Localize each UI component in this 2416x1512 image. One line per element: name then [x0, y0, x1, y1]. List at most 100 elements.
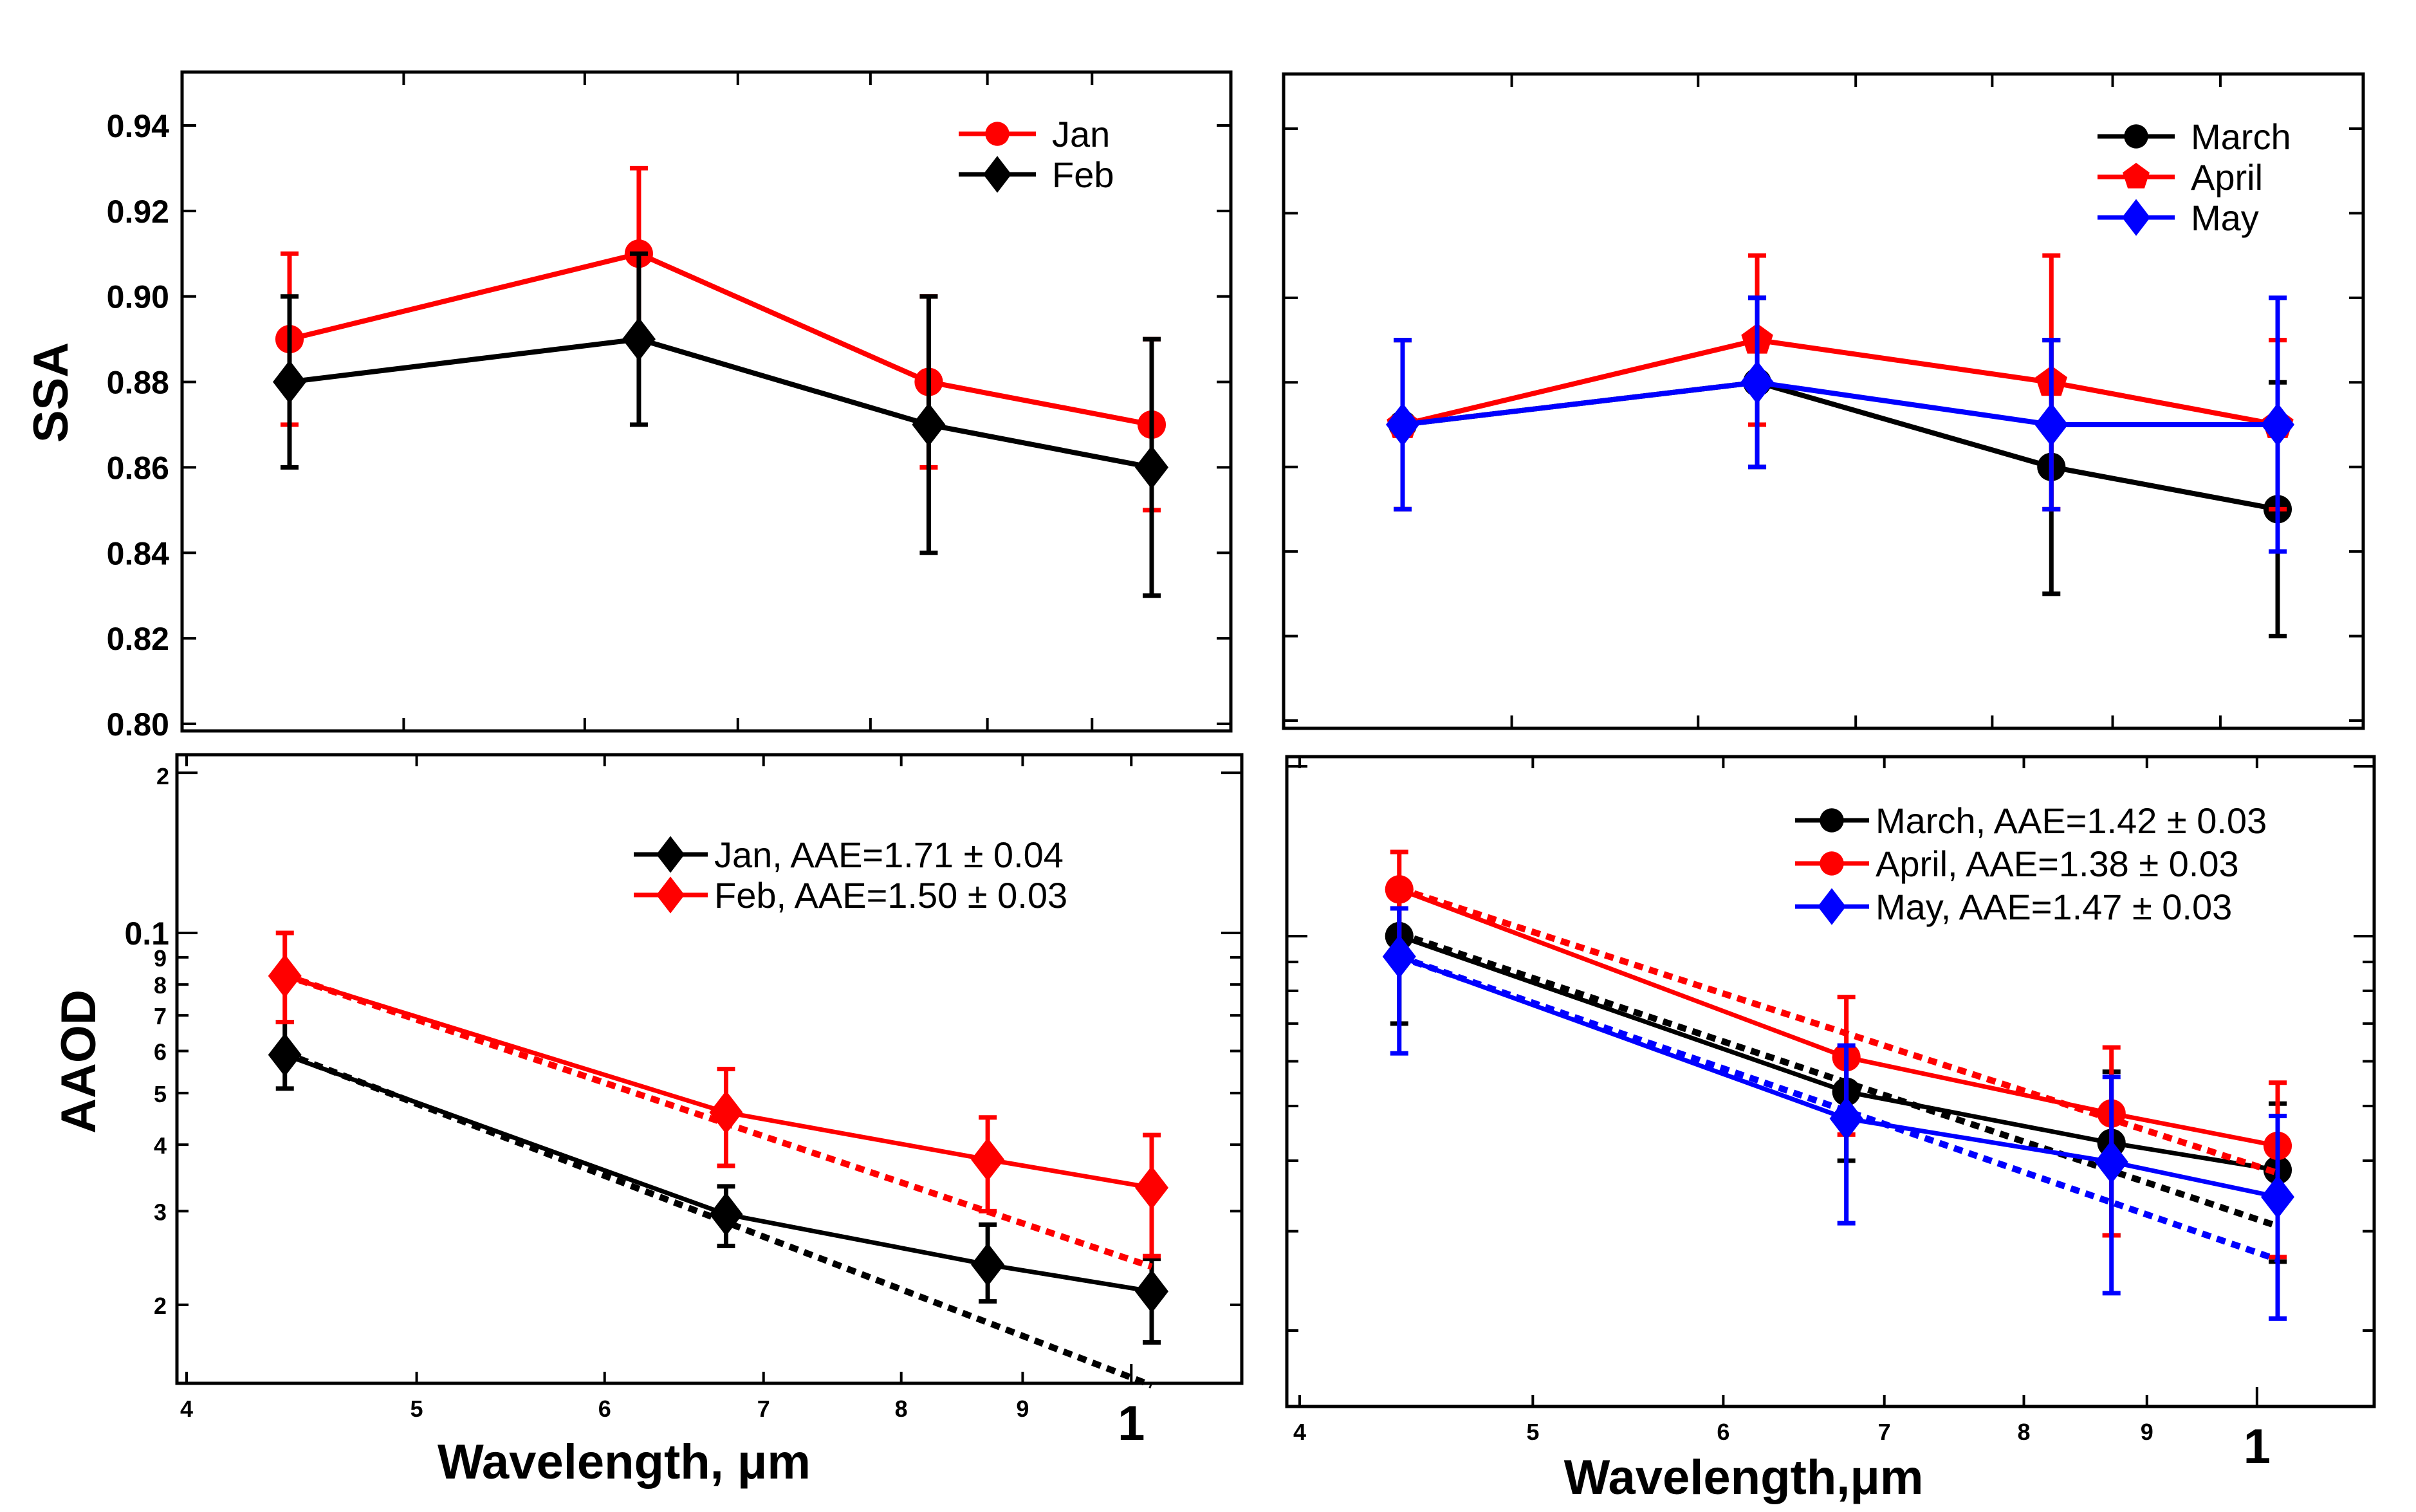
- data-point: [268, 954, 302, 998]
- data-point: [709, 1192, 743, 1237]
- series-line: [1398, 934, 2278, 1173]
- y-tick-label: 7: [154, 1003, 167, 1029]
- series-march: [1388, 295, 2292, 639]
- series-may: [1386, 295, 2294, 554]
- legend-entry: April: [2098, 157, 2263, 198]
- y-tick-label: 3: [154, 1199, 167, 1225]
- data-point: [1135, 1166, 1168, 1210]
- series-line: [1402, 337, 2278, 427]
- series-line: [1398, 954, 2278, 1199]
- plot-frame: [1282, 72, 2365, 730]
- legend-label: Feb: [1052, 154, 1114, 195]
- data-point: [622, 317, 656, 361]
- legend-marker: [1820, 808, 1844, 833]
- legend-label: Jan, AAE=1.71 ± 0.04: [714, 834, 1064, 875]
- data-point: [1385, 875, 1414, 904]
- y-tick-label: 0.92: [107, 194, 169, 230]
- data-point: [1382, 934, 1416, 979]
- x-tick-label: 9: [1016, 1396, 1029, 1422]
- series-line: [1402, 380, 2278, 427]
- data-point: [709, 1091, 743, 1134]
- plot-frame: [180, 70, 1233, 733]
- data-point: [1135, 1269, 1168, 1313]
- series-line: [284, 1053, 1152, 1294]
- legend-marker: [2122, 199, 2150, 236]
- x-axis-label-right: Wavelength,μm: [1564, 1450, 1924, 1505]
- x-tick-label: 4: [180, 1396, 193, 1422]
- x-tick-label: 1: [2244, 1419, 2271, 1474]
- y-tick-label: 0.84: [107, 535, 170, 571]
- series-line: [1398, 887, 2278, 1148]
- fit-line: [283, 1050, 1153, 1388]
- legend-entry: May, AAE=1.47 ± 0.03: [1795, 887, 2232, 927]
- fit-line: [1398, 954, 2279, 1263]
- data-point: [2261, 403, 2294, 447]
- x-tick-label: 4: [1293, 1419, 1306, 1445]
- series-3: [1382, 906, 2294, 1321]
- y-tick-label: 0.88: [107, 365, 169, 401]
- data-point: [268, 1033, 302, 1077]
- data-point: [2034, 403, 2069, 447]
- x-tick-label: 7: [757, 1396, 770, 1422]
- legend-entry: Jan, AAE=1.71 ± 0.04: [634, 834, 1064, 875]
- x-tick-label: 9: [2141, 1419, 2153, 1445]
- x-tick-label: 5: [410, 1396, 423, 1422]
- y-tick-label: 2: [154, 1293, 167, 1319]
- y-tick-label: 0.82: [107, 621, 169, 657]
- plot-frame: [1285, 755, 2376, 1408]
- legend-entry: Feb, AAE=1.50 ± 0.03: [634, 875, 1067, 916]
- legend-label: May: [2191, 198, 2259, 238]
- x-tick-label: 7: [1878, 1419, 1891, 1445]
- data-point: [1386, 403, 1419, 447]
- y-tick-label: 5: [154, 1081, 167, 1107]
- legend-entry: March, AAE=1.42 ± 0.03: [1795, 800, 2267, 841]
- x-tick-label: 6: [1717, 1419, 1729, 1445]
- series-line: [289, 337, 1152, 470]
- y-tick-label: 0.90: [107, 279, 169, 315]
- legend-label: Jan: [1052, 114, 1110, 154]
- series-april: [1387, 253, 2294, 512]
- x-tick-label: 8: [2017, 1419, 2030, 1445]
- y-tick-label: 9: [154, 945, 167, 972]
- series-jan: [275, 165, 1167, 513]
- legend-entry: Feb: [959, 154, 1114, 195]
- y-tick-label: 8: [154, 972, 167, 999]
- y-tick-label: 0.1: [124, 916, 169, 952]
- series-line: [284, 973, 1152, 1190]
- legend-entry: Jan: [959, 114, 1110, 154]
- y-tick-label: 4: [154, 1132, 167, 1159]
- legend-marker: [656, 876, 685, 914]
- fit-line: [1398, 930, 2279, 1230]
- y-tick-label: 0.80: [107, 706, 169, 742]
- data-point: [2261, 1175, 2294, 1219]
- legend-marker: [2123, 163, 2150, 189]
- legend-marker: [985, 122, 1010, 146]
- y-tick-label: 2: [156, 763, 169, 789]
- data-point: [273, 360, 306, 404]
- y-tick-label: 6: [154, 1038, 167, 1065]
- legend-label: March: [2191, 116, 2291, 157]
- legend-marker: [983, 156, 1011, 193]
- legend-entry: May: [2098, 198, 2259, 238]
- legend-marker: [1818, 888, 1846, 925]
- x-tick-label: 6: [598, 1396, 611, 1422]
- data-point: [1740, 360, 1775, 405]
- x-tick-label: 5: [1526, 1419, 1539, 1445]
- series-line: [289, 251, 1152, 427]
- series-2: [268, 930, 1168, 1270]
- legend-marker: [1820, 851, 1844, 876]
- legend-label: April, AAE=1.38 ± 0.03: [1876, 844, 2239, 884]
- fit-line: [1398, 885, 2279, 1176]
- series-1: [268, 1020, 1168, 1388]
- series-feb: [273, 251, 1168, 598]
- data-point: [1135, 445, 1168, 490]
- legend-entry: March: [2098, 116, 2291, 157]
- y-axis-label-ssa: SSA: [24, 342, 78, 443]
- plot-frame: [175, 753, 1244, 1385]
- legend-entry: April, AAE=1.38 ± 0.03: [1795, 844, 2239, 884]
